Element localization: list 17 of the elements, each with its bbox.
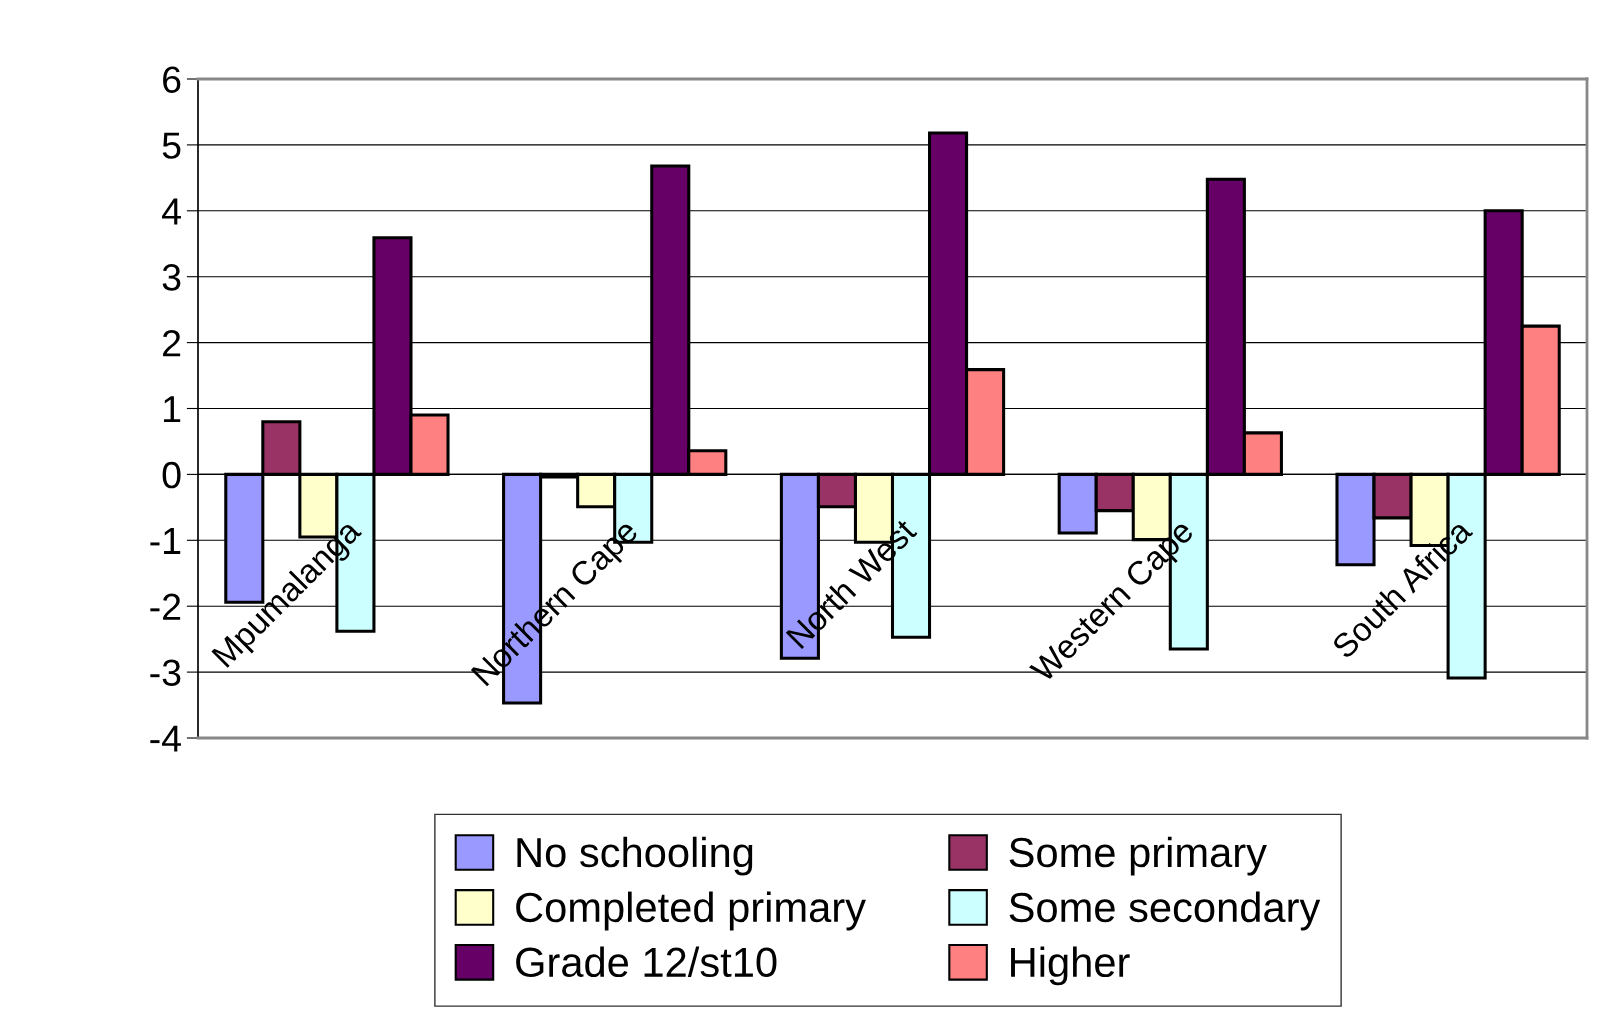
- legend-label: Some secondary: [1009, 891, 1321, 931]
- legend-label: Completed primary: [516, 891, 866, 931]
- y-tick-label: 6: [163, 66, 181, 93]
- legend-label: Grade 12/st10: [516, 946, 777, 978]
- y-tick-label: 0: [162, 461, 181, 489]
- y-tick-label: 3: [162, 264, 181, 291]
- y-tick-label: 1: [164, 396, 181, 423]
- y-tick-label: 4: [162, 198, 181, 225]
- y-tick-label: -3: [150, 659, 181, 687]
- y-tick-label: -1: [150, 528, 181, 554]
- y-tick-label: 2: [163, 330, 181, 357]
- y-tick-label: -4: [150, 725, 181, 752]
- legend-label: Higher: [1011, 946, 1130, 986]
- y-tick-label: 5: [162, 132, 181, 159]
- y-tick-label: -2: [150, 593, 181, 620]
- legend-label: Some primary: [1009, 836, 1267, 876]
- legend-label: No schooling: [517, 836, 753, 876]
